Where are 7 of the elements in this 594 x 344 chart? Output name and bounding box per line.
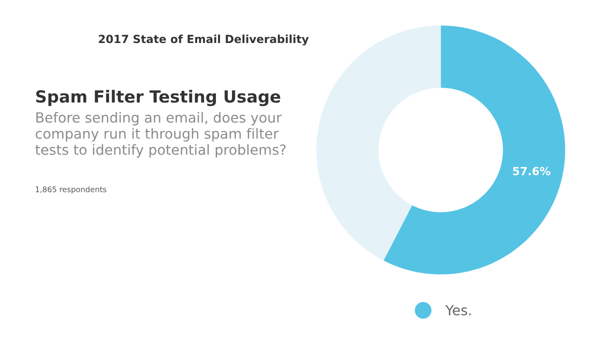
donut-slice bbox=[384, 26, 566, 274]
legend-label: Yes. bbox=[445, 305, 471, 316]
donut-slice bbox=[316, 26, 441, 261]
text: Before sending an email, does your company run it through spam filter tests to identify potential problems? bbox=[35, 112, 286, 158]
text: Spam Filter Testing Usage bbox=[36, 90, 280, 106]
text: 2017 State of Email Deliverability bbox=[98, 34, 309, 46]
data-label: 57.6% bbox=[513, 166, 550, 176]
